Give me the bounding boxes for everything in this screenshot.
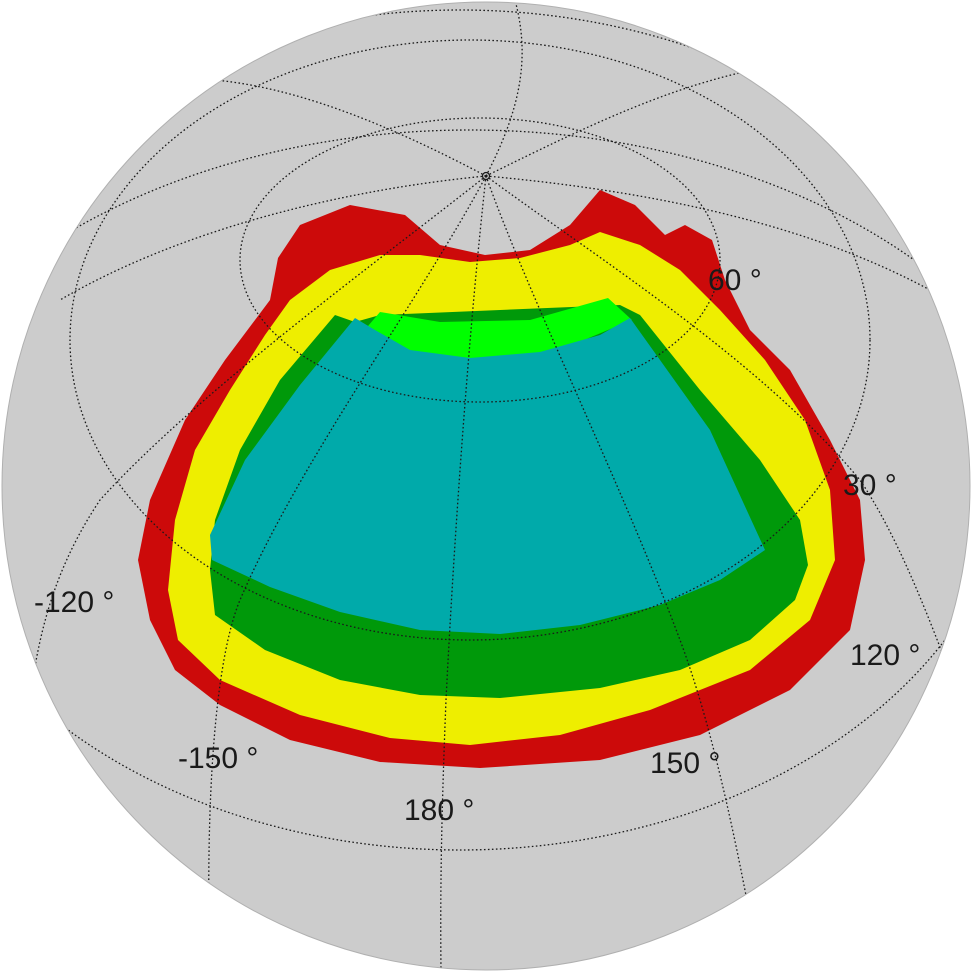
longitude-label-120: 120 ° [850,639,920,672]
pole-marker [481,171,491,181]
longitude-label-minus150: -150 ° [178,742,258,775]
region-core [210,318,765,634]
axis-labels: 60 ° 30 ° -120 ° 120 ° -150 ° 150 ° 180 … [34,264,920,827]
meridian-line [29,175,487,701]
longitude-label-minus120: -120 ° [34,586,114,619]
latitude-circle-60 [239,117,721,403]
longitude-label-180: 180 ° [404,794,474,827]
longitude-label-150: 150 ° [650,747,720,780]
meridian-line [485,3,523,177]
meridian-line [208,175,487,970]
meridian-line [485,175,931,291]
latitude-label-60: 60 ° [708,264,762,297]
latitude-label-30: 30 ° [843,469,897,502]
meridian-line [59,175,487,301]
region-band4 [362,298,632,360]
latitude-circle-0 [2,9,970,851]
coverage-regions [138,190,865,768]
latitude-circle-30 [69,39,871,641]
meridian-line [159,78,487,177]
meridian-line [485,175,761,970]
